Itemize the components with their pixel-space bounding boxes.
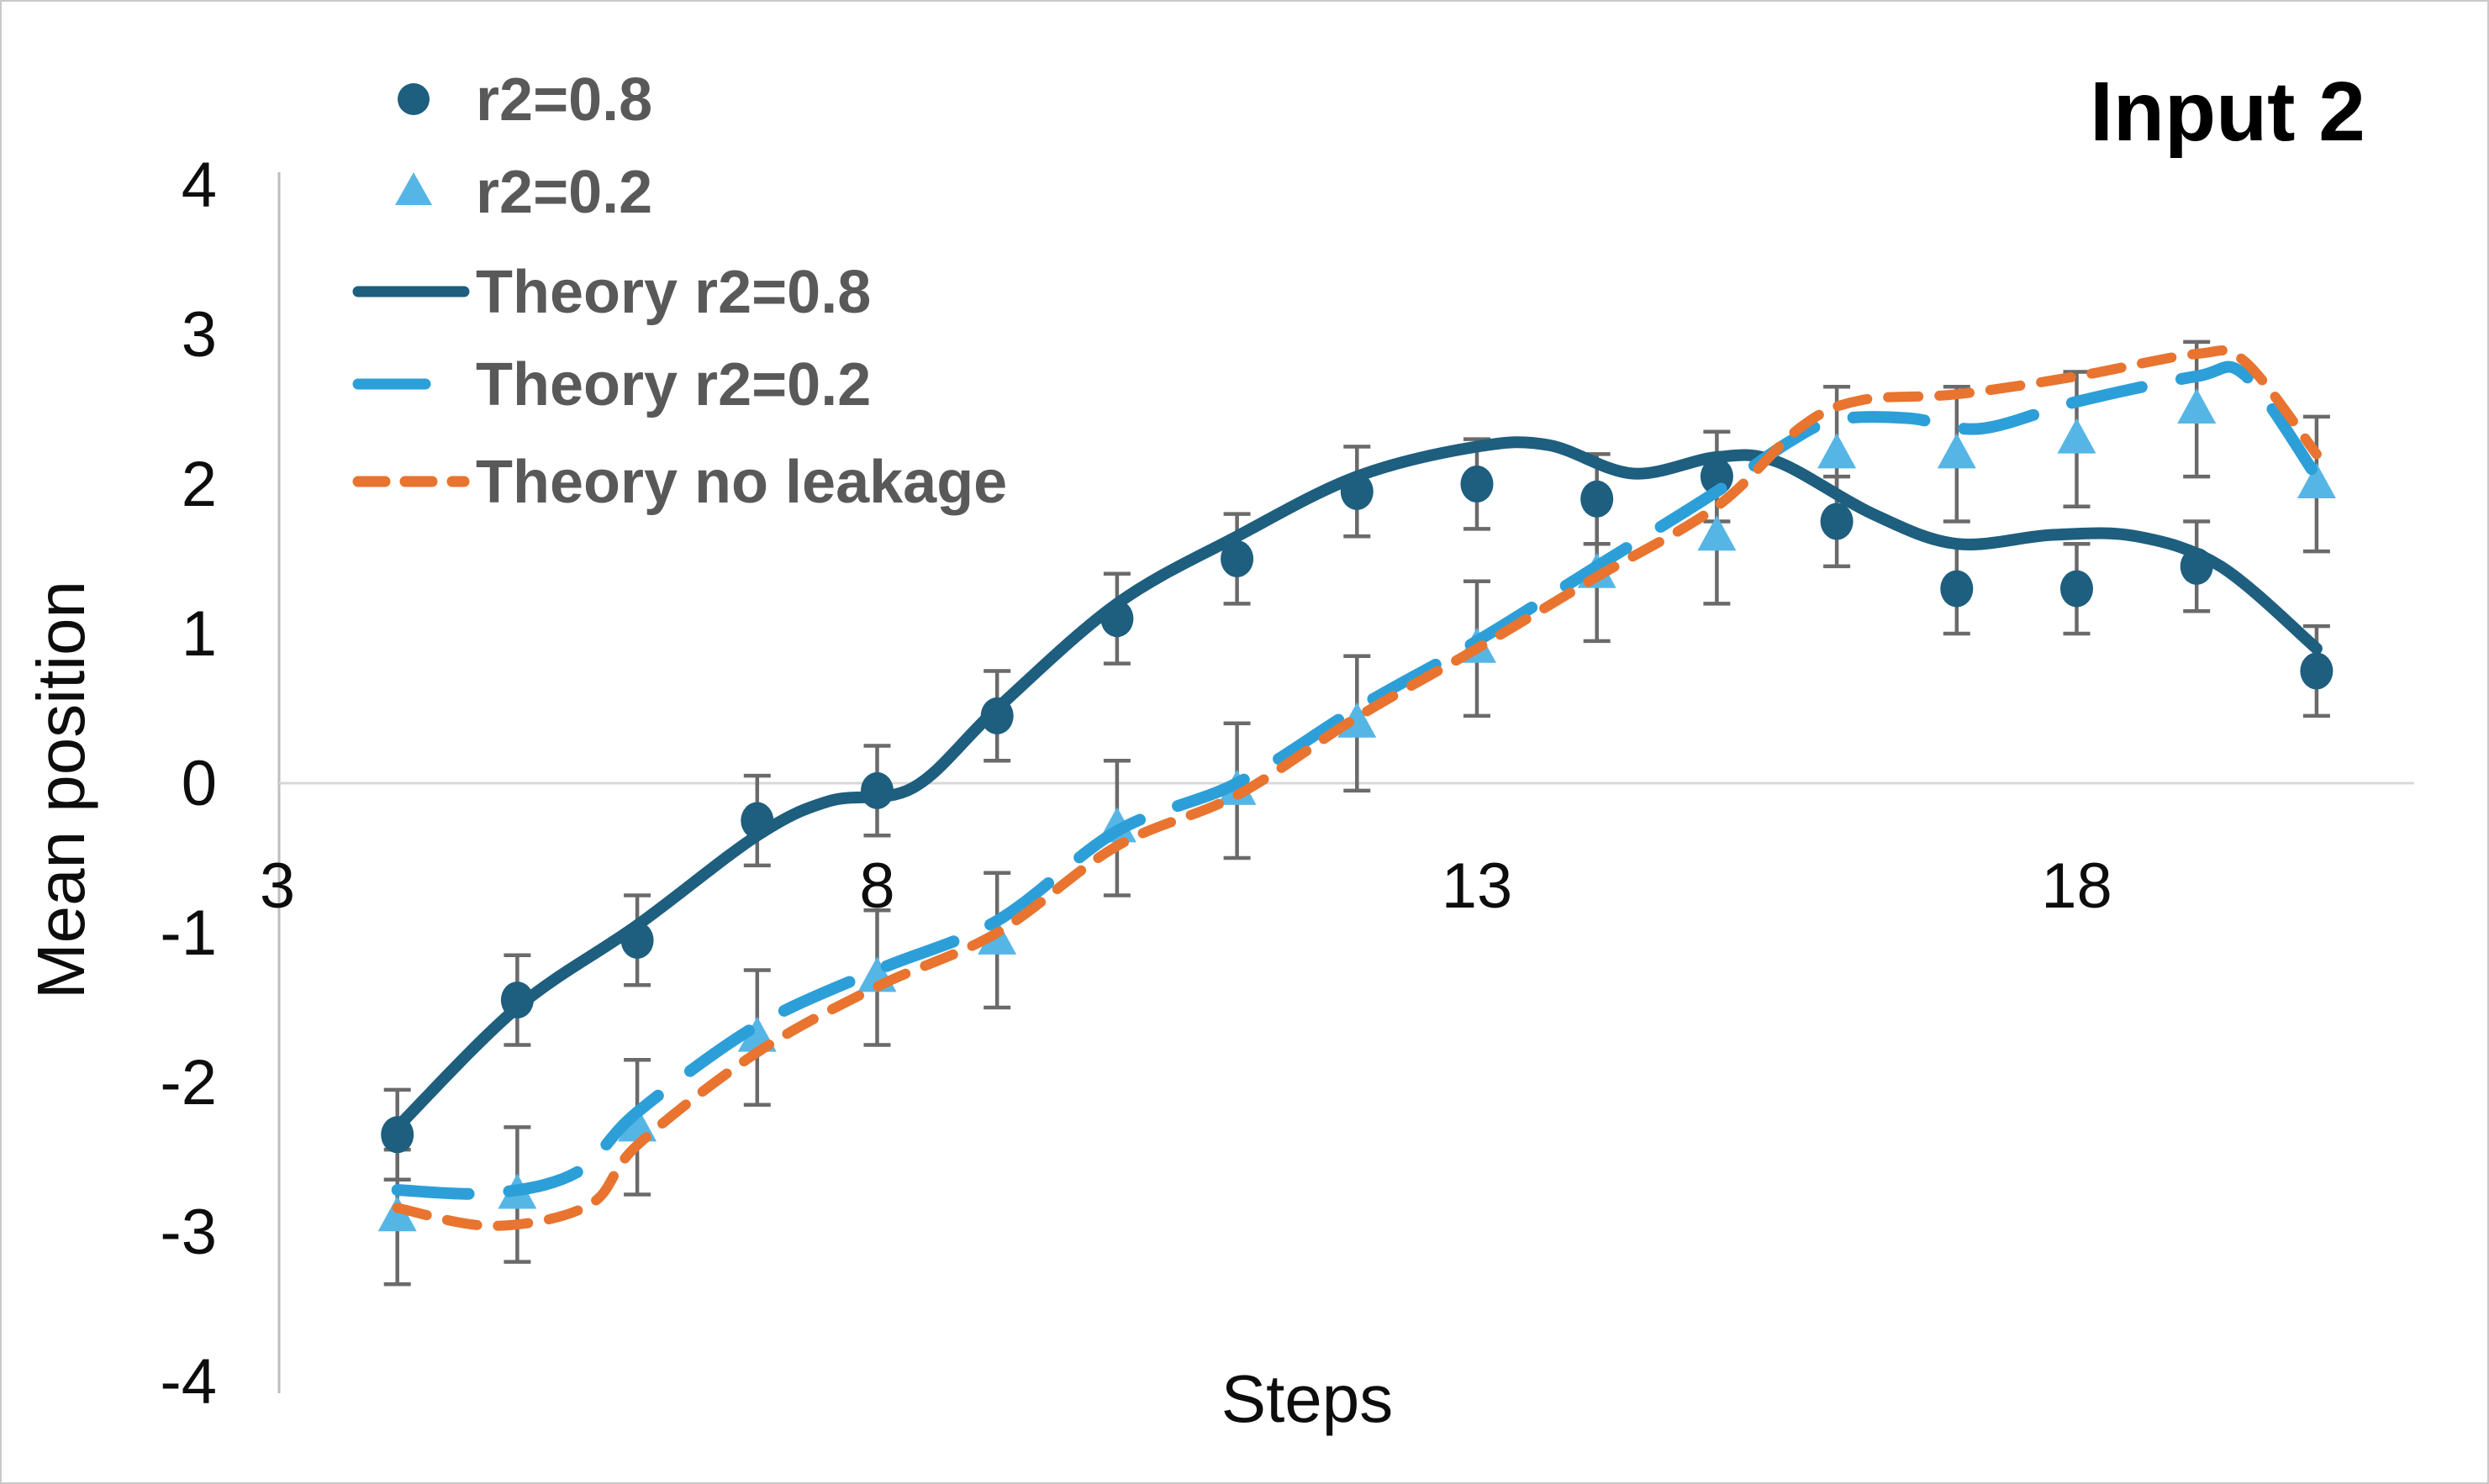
y-tick-label: -3	[160, 1197, 217, 1268]
legend-label: Theory r2=0.2	[476, 351, 871, 418]
y-tick-label: 4	[182, 150, 217, 221]
data-point-triangle	[2297, 463, 2336, 498]
legend-label: Theory r2=0.8	[476, 259, 871, 326]
y-tick-label: 1	[182, 598, 217, 670]
y-tick-label: 2	[182, 449, 217, 520]
legend: r2=0.8 r2=0.2 Theory r2=0.8 Theory r2=0.2 Th…	[352, 66, 1007, 516]
y-tick-label: -1	[160, 897, 217, 969]
data-point-triangle	[2177, 388, 2217, 424]
x-tick-label: 3	[260, 850, 295, 922]
y-axis-title: Mean position	[24, 581, 98, 999]
theory-line-long-dash	[391, 360, 2323, 1200]
legend-circle-marker-icon	[398, 83, 430, 115]
legend-item: r2=0.2	[395, 159, 652, 226]
data-point-triangle	[1697, 515, 1737, 551]
data-point-circle	[1580, 480, 1614, 518]
x-tick-label: 8	[859, 850, 894, 922]
data-point-triangle	[2057, 418, 2096, 454]
legend-label: Theory no leakage	[476, 449, 1007, 516]
tick-labels-layer: 3 8 13 18 4 3 2 1 0 -1 -2 -3 -4	[160, 150, 2112, 1418]
theory-line-short-dash	[392, 345, 2322, 1231]
data-point-circle	[1221, 540, 1254, 577]
legend-label: r2=0.8	[476, 66, 652, 134]
legend-item: Theory r2=0.2	[352, 351, 871, 418]
chart-title: Input 2	[2090, 65, 2365, 159]
theory-line-solid	[391, 436, 2323, 1134]
y-tick-label: 3	[182, 299, 217, 371]
theory-lines-layer	[391, 345, 2323, 1231]
data-point-triangle	[1937, 433, 1976, 469]
data-point-circle	[2300, 652, 2333, 690]
x-tick-label: 13	[1442, 850, 1513, 922]
data-point-triangle	[377, 1196, 417, 1232]
x-tick-label: 18	[2041, 850, 2112, 922]
legend-label: r2=0.2	[476, 159, 652, 226]
x-axis-title: Steps	[1221, 1361, 1394, 1436]
data-point-triangle	[1817, 433, 1857, 469]
data-point-circle	[2060, 570, 2093, 608]
y-tick-label: -4	[160, 1346, 217, 1418]
legend-item: r2=0.8	[398, 66, 652, 134]
data-point-circle	[1460, 466, 1494, 503]
legend-item: Theory r2=0.8	[352, 259, 871, 326]
data-point-circle	[1820, 503, 1854, 540]
y-tick-label: -2	[160, 1047, 217, 1118]
legend-item: Theory no leakage	[352, 449, 1007, 516]
y-tick-label: 0	[182, 748, 217, 819]
data-point-circle	[1940, 570, 1974, 608]
legend-triangle-marker-icon	[395, 172, 432, 205]
